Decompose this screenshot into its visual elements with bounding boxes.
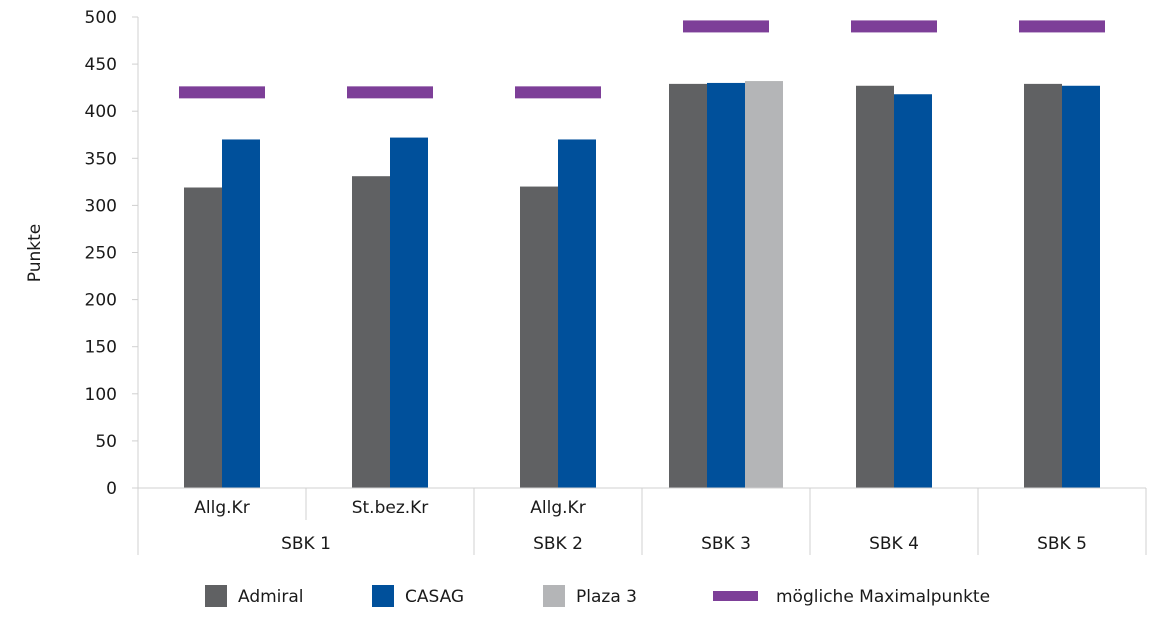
y-tick-label: 150 xyxy=(85,338,117,358)
bar-admiral xyxy=(856,85,894,489)
x-main-label: SBK 2 xyxy=(533,534,583,554)
max-marker xyxy=(1019,20,1105,33)
legend-label: Plaza 3 xyxy=(576,587,637,607)
y-tick-label: 0 xyxy=(106,479,117,499)
legend-label: CASAG xyxy=(405,587,464,607)
y-tick-label: 400 xyxy=(85,102,117,122)
bar-admiral xyxy=(1024,83,1062,488)
legend-swatch xyxy=(543,585,565,607)
bar-casag xyxy=(1062,85,1100,489)
x-main-label: SBK 1 xyxy=(281,534,331,554)
x-axis: Allg.Kr St.bez.Kr Allg.Kr SBK 1 SBK 2 SBK 3 SB… xyxy=(137,487,1147,555)
plot-area xyxy=(179,20,1105,489)
x-main-label: SBK 5 xyxy=(1037,534,1087,554)
legend-swatch xyxy=(372,585,394,607)
legend: Admiral CASAG Plaza 3 mögliche Maximalpunkt… xyxy=(205,585,990,607)
x-main-label: SBK 4 xyxy=(869,534,919,554)
y-tick-label: 200 xyxy=(85,291,117,311)
bar-plaza-3 xyxy=(745,81,783,488)
y-tick-label: 300 xyxy=(85,196,117,216)
legend-label: mögliche Maximalpunkte xyxy=(776,587,990,607)
y-tick-label: 500 xyxy=(85,8,117,28)
legend-label: Admiral xyxy=(238,587,304,607)
bar-casag xyxy=(558,139,596,488)
y-tick-label: 350 xyxy=(85,149,117,169)
y-tick-label: 100 xyxy=(85,385,117,405)
max-marker xyxy=(347,86,433,99)
y-tick-label: 50 xyxy=(95,432,117,452)
bar-casag xyxy=(222,139,260,488)
legend-swatch xyxy=(713,591,758,601)
x-sub-label: Allg.Kr xyxy=(194,498,249,518)
bar-admiral xyxy=(184,187,222,488)
max-marker xyxy=(515,86,601,99)
y-axis: 0 50 100 150 200 250 300 350 400 450 500 xyxy=(85,8,139,499)
bar-casag xyxy=(707,82,745,488)
y-tick-label: 250 xyxy=(85,244,117,264)
y-tick-label: 450 xyxy=(85,55,117,75)
max-marker xyxy=(179,86,265,99)
max-marker xyxy=(851,20,937,33)
bar-casag xyxy=(390,137,428,489)
legend-swatch xyxy=(205,585,227,607)
x-sub-label: St.bez.Kr xyxy=(352,498,429,518)
max-marker xyxy=(683,20,769,33)
bar-admiral xyxy=(352,176,390,488)
bar-admiral xyxy=(669,83,707,488)
y-axis-label: Punkte xyxy=(25,224,45,282)
bar-casag xyxy=(894,94,932,488)
x-sub-label: Allg.Kr xyxy=(530,498,585,518)
x-main-label: SBK 3 xyxy=(701,534,751,554)
bar-admiral xyxy=(520,186,558,488)
